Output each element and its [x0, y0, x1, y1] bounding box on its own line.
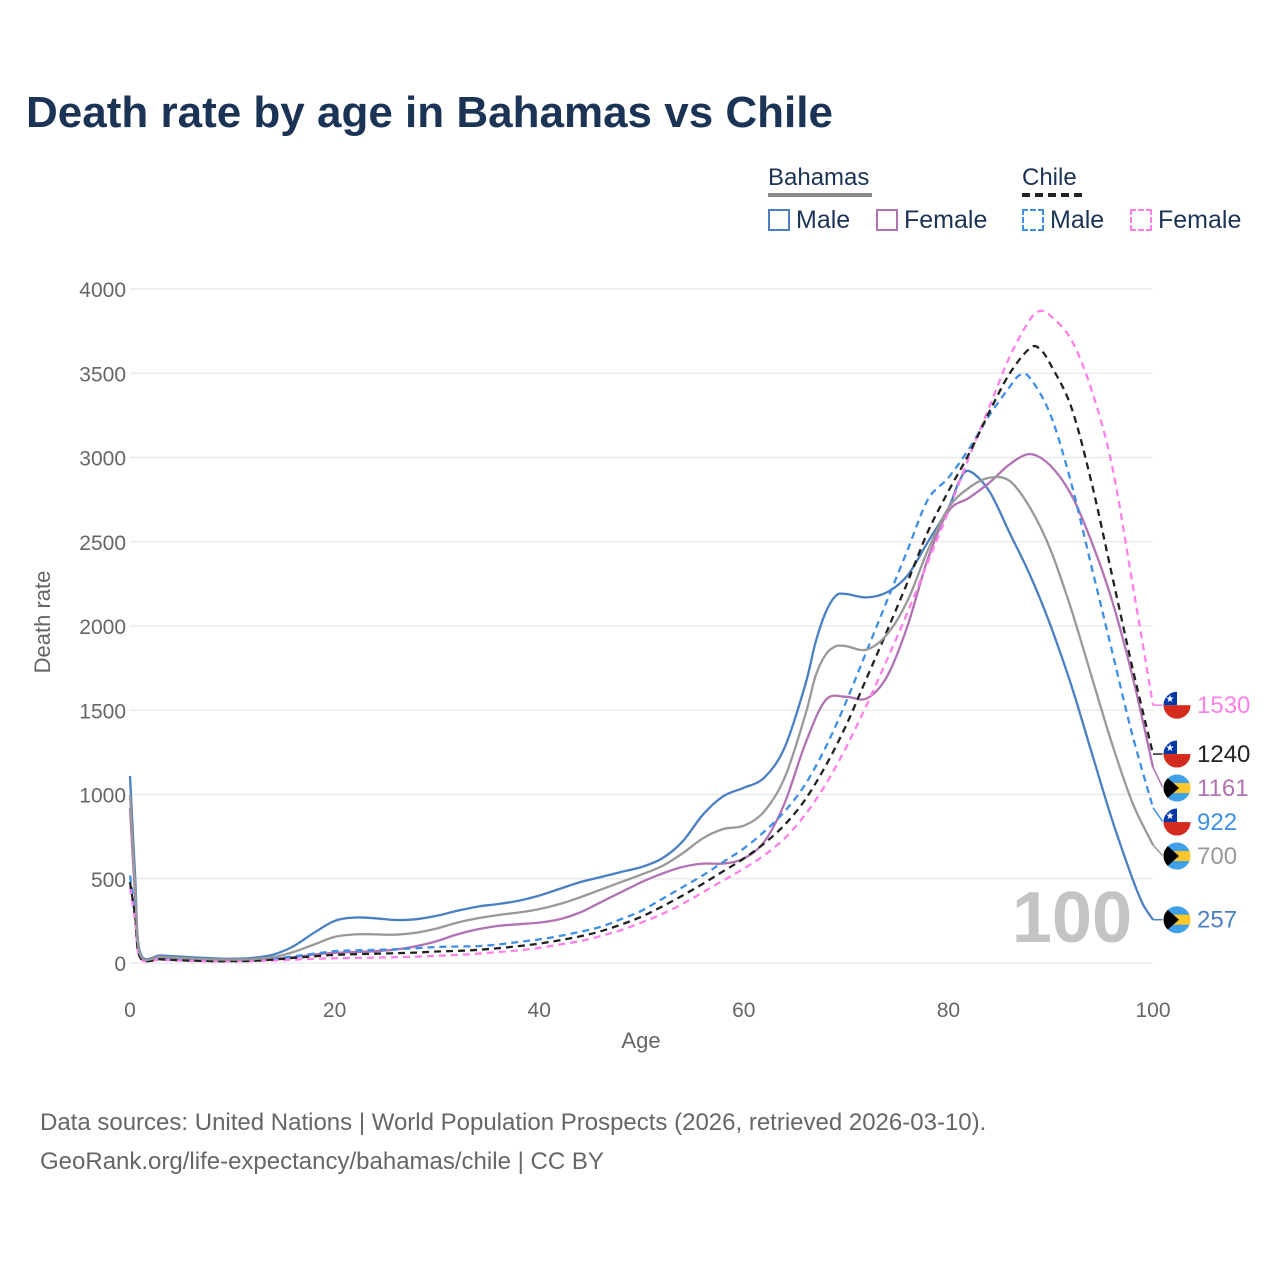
y-axis-ticks: 0 500 1000 1500 2000 2500 3000 3500 4000 [79, 279, 126, 976]
end-labels: 257 1161 ★ 922 ★ 1530 ★ 1240 700 [1152, 690, 1250, 935]
y-axis-title: Death rate [30, 571, 55, 674]
chile-flag-icon: ★ [1162, 807, 1192, 837]
y-tick-label: 0 [114, 953, 126, 976]
series-line-chile-male [128, 372, 1155, 963]
legend-group-bahamas: Bahamas [768, 164, 870, 191]
svg-text:★: ★ [1166, 694, 1175, 705]
legend-item-bahamas-male: Male [768, 205, 850, 235]
chart-title: Death rate by age in Bahamas vs Chile [26, 88, 833, 137]
bahamas-flag-icon [1162, 773, 1192, 803]
x-tick-label: 0 [124, 999, 136, 1022]
x-axis-title: Age [621, 1028, 660, 1053]
y-tick-label: 1500 [79, 700, 126, 723]
x-tick-label: 100 [1135, 999, 1170, 1022]
source-line-1: Data sources: United Nations | World Pop… [40, 1109, 987, 1136]
legend-swatch-bahamas-male [768, 209, 790, 231]
x-tick-label: 40 [528, 999, 551, 1022]
year-watermark: 100 [1012, 878, 1132, 958]
y-tick-label: 3500 [79, 363, 126, 386]
legend-swatch-chile-female [1130, 209, 1152, 231]
source-line-2: GeoRank.org/life-expectancy/bahamas/chil… [40, 1148, 604, 1175]
y-tick-label: 2500 [79, 532, 126, 555]
chile-flag-icon: ★ [1162, 739, 1192, 769]
series-line-chile-total [128, 344, 1155, 963]
x-tick-label: 80 [937, 999, 960, 1022]
y-tick-label: 1000 [79, 785, 126, 808]
x-axis-ticks: 0 20 40 60 80 100 [124, 999, 1170, 1022]
x-tick-label: 60 [732, 999, 755, 1022]
end-label-chile-male: 922 [1197, 809, 1237, 836]
series-lines [128, 309, 1155, 963]
svg-text:★: ★ [1166, 743, 1175, 754]
y-tick-label: 2000 [79, 616, 126, 639]
legend-item-chile-female: Female [1130, 205, 1241, 235]
end-label-chile-total: 1240 [1197, 741, 1250, 768]
end-label-chile-female: 1530 [1197, 692, 1250, 719]
legend-underline-bahamas [768, 193, 872, 197]
chile-flag-icon: ★ [1162, 690, 1192, 720]
y-tick-label: 4000 [79, 279, 126, 302]
legend-swatch-chile-male [1022, 209, 1044, 231]
gridlines [130, 288, 1153, 964]
legend-group-chile: Chile [1022, 164, 1077, 191]
y-tick-label: 500 [91, 869, 126, 892]
bahamas-flag-icon [1162, 841, 1192, 871]
end-label-bahamas-female: 1161 [1197, 775, 1249, 802]
legend-swatch-bahamas-female [876, 209, 898, 231]
series-line-bahamas-total [128, 475, 1155, 962]
legend-label-bahamas-male: Male [796, 205, 851, 234]
x-tick-label: 20 [323, 999, 346, 1022]
legend-label-chile-male: Male [1050, 205, 1105, 234]
end-label-bahamas-male: 257 [1197, 907, 1237, 934]
legend-underline-chile [1022, 193, 1082, 197]
series-line-bahamas-male [128, 469, 1154, 961]
legend-label-chile-female: Female [1158, 205, 1242, 234]
legend-item-bahamas-female: Female [876, 205, 987, 235]
legend-item-chile-male: Male [1022, 205, 1104, 235]
series-line-chile-female [128, 309, 1155, 963]
y-tick-label: 3000 [79, 448, 126, 471]
svg-text:★: ★ [1166, 811, 1175, 822]
legend-label-bahamas-female: Female [904, 205, 988, 234]
end-label-bahamas-total: 700 [1197, 843, 1237, 870]
series-line-bahamas-female [128, 452, 1155, 963]
bahamas-flag-icon [1162, 905, 1192, 935]
